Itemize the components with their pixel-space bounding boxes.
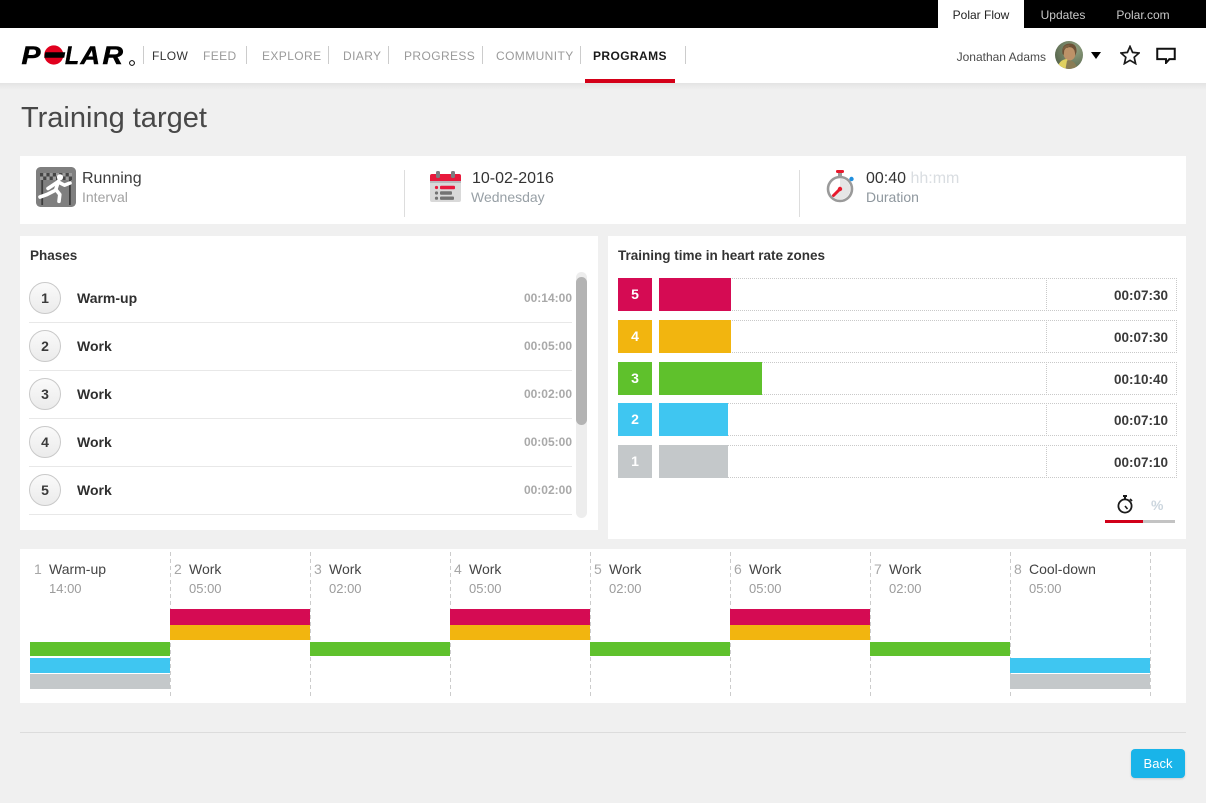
svg-text:R: R	[103, 42, 124, 69]
svg-text:A: A	[79, 42, 100, 69]
svg-text:L: L	[65, 42, 79, 69]
svg-text:P: P	[22, 42, 41, 69]
